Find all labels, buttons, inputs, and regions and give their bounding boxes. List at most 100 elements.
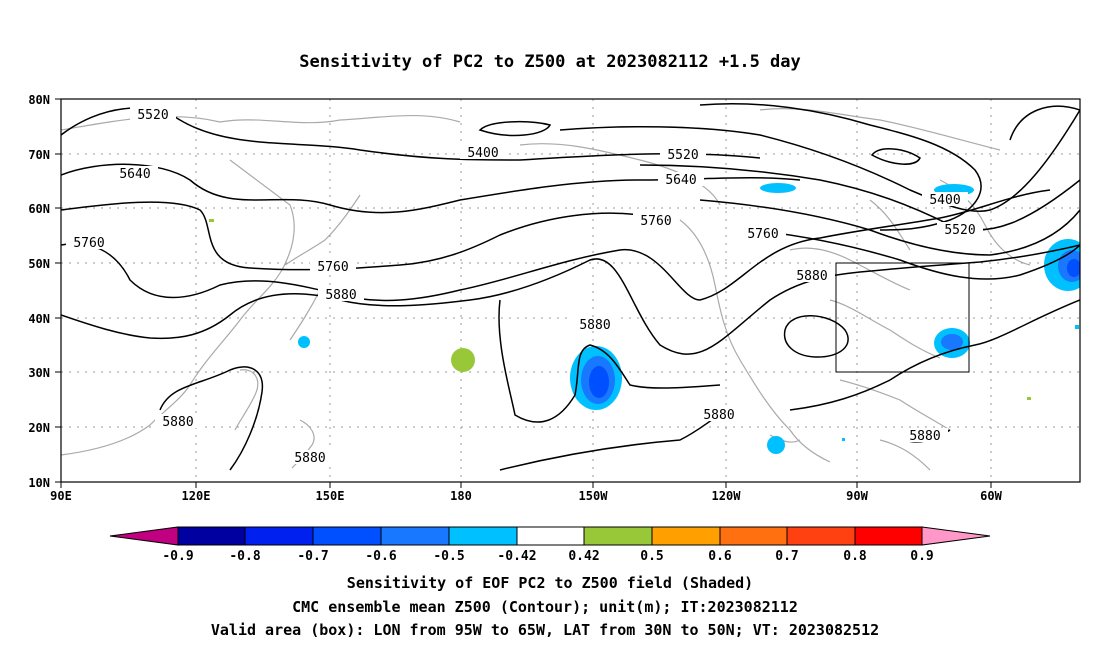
colorbar-low-triangle: [109, 526, 179, 546]
contour-north-east: [1009, 105, 1080, 141]
colorbar-label: 0.5: [640, 549, 663, 564]
colorbar-swatch: [854, 526, 923, 546]
colorbar-swatch: [516, 526, 585, 546]
contour-label-5880c: 5880: [572, 317, 618, 333]
colorbar-label: -0.6: [365, 549, 396, 564]
colorbar-label: 0.42: [568, 549, 599, 564]
contour-north-2: [559, 109, 1080, 213]
svg-text:5760: 5760: [640, 214, 671, 229]
contour-5880-east: [789, 299, 1080, 411]
contour-5880-main: [61, 244, 1080, 355]
contour-labels: 5520 5640 5760 5400 5520 5640 5760 5880 …: [66, 107, 983, 466]
colorbar-label: -0.8: [229, 549, 260, 564]
contour-5400-closed: [870, 148, 921, 165]
svg-text:5760: 5760: [73, 236, 104, 251]
contour-5880-subtropical: [159, 366, 264, 471]
lon-tick-label: 120W: [712, 489, 742, 503]
lat-tick-label: 60N: [28, 202, 50, 216]
longitude-labels: 90E 120E 150E 180 150W 120W 90W 60W: [50, 489, 1002, 503]
contour-label-5880a: 5880: [318, 287, 364, 303]
caption-line-1: Sensitivity of EOF PC2 to Z500 field (Sh…: [347, 574, 753, 592]
svg-text:5880: 5880: [162, 415, 193, 430]
lat-tick-label: 40N: [28, 312, 50, 326]
colorbar-swatch: [380, 526, 450, 546]
contour-label-5640a: 5640: [112, 166, 158, 182]
colorbar: -0.9 -0.8 -0.7 -0.6 -0.5 -0.42 0.42 0.5 …: [109, 526, 991, 564]
colorbar-swatch: [583, 526, 653, 546]
svg-text:5640: 5640: [665, 173, 696, 188]
colorbar-swatch: [177, 526, 246, 546]
svg-text:5760: 5760: [317, 260, 348, 275]
contour-label-5880b: 5880: [789, 268, 835, 284]
map-area: 5520 5640 5760 5400 5520 5640 5760 5880 …: [61, 99, 1080, 482]
shaded-sensitivity: [209, 183, 1080, 454]
colorbar-label: 0.8: [843, 549, 867, 564]
colorbar-swatch: [312, 526, 382, 546]
svg-text:5760: 5760: [747, 227, 778, 242]
svg-text:5880: 5880: [579, 318, 610, 333]
svg-text:5400: 5400: [929, 193, 960, 208]
svg-text:5880: 5880: [703, 408, 734, 423]
svg-text:5880: 5880: [909, 429, 940, 444]
contour-label-5760d: 5760: [740, 226, 786, 242]
svg-text:5880: 5880: [294, 451, 325, 466]
contour-label-5880g: 5880: [902, 428, 948, 444]
colorbar-label: -0.42: [497, 549, 536, 564]
lon-tick-label: 180: [450, 489, 472, 503]
lon-tick-label: 90W: [846, 489, 868, 503]
contour-north-5: [749, 229, 1080, 280]
lat-tick-label: 70N: [28, 148, 50, 162]
colorbar-swatch: [448, 526, 518, 546]
lat-tick-label: 10N: [28, 476, 50, 490]
colorbar-swatch: [719, 526, 788, 546]
colorbar-swatch: [244, 526, 314, 546]
contour-north-3: [639, 164, 1080, 231]
contour-label-5400b: 5400: [922, 192, 968, 208]
lat-tick-label: 30N: [28, 366, 50, 380]
lon-tick-label: 60W: [980, 489, 1002, 503]
contour-label-5760a: 5760: [66, 235, 112, 251]
contour-north-1: [699, 102, 982, 231]
valid-area-box: [835, 262, 970, 373]
lat-tick-label: 20N: [28, 421, 50, 435]
colorbar-label: -0.7: [297, 549, 328, 564]
latitude-labels: 80N 70N 60N 50N 40N 30N 20N 10N: [28, 93, 50, 490]
figure-title: Sensitivity of PC2 to Z500 at 2023082112…: [299, 52, 801, 72]
svg-text:5880: 5880: [325, 288, 356, 303]
contour-label-5520c: 5520: [937, 222, 983, 238]
svg-text:5400: 5400: [467, 146, 498, 161]
colorbar-label: -0.5: [433, 549, 464, 564]
svg-text:5640: 5640: [119, 167, 150, 182]
contour-label-5880d: 5880: [155, 414, 201, 430]
lon-tick-label: 90E: [50, 489, 72, 503]
contour-5880-pacific: [498, 299, 721, 423]
lon-tick-label: 150W: [579, 489, 609, 503]
contour-label-5640b: 5640: [658, 172, 704, 188]
caption-line-3: Valid area (box): LON from 95W to 65W, L…: [211, 621, 879, 639]
contour-label-5880e: 5880: [287, 450, 333, 466]
colorbar-label: 0.6: [708, 549, 732, 564]
contour-label-5400a: 5400: [460, 145, 506, 161]
contour-north-4: [699, 199, 1080, 256]
colorbar-label: 0.9: [910, 549, 933, 564]
colorbar-label: -0.9: [162, 549, 193, 564]
contour-label-5760c: 5760: [633, 213, 679, 229]
svg-text:5520: 5520: [137, 108, 168, 123]
caption-line-2: CMC ensemble mean Z500 (Contour); unit(m…: [292, 598, 798, 616]
contour-5880-pacific-south: [499, 414, 721, 471]
z500-contours: [61, 102, 1080, 471]
contour-5400-low: [478, 120, 552, 137]
contour-label-5880f: 5880: [696, 407, 742, 423]
svg-text:5520: 5520: [944, 223, 975, 238]
lat-tick-label: 80N: [28, 93, 50, 107]
svg-text:5520: 5520: [667, 148, 698, 163]
colorbar-swatch: [651, 526, 721, 546]
lat-tick-label: 50N: [28, 257, 50, 271]
svg-text:5880: 5880: [796, 269, 827, 284]
contour-label-5760b: 5760: [310, 259, 356, 275]
contour-label-5520b: 5520: [660, 147, 706, 163]
colorbar-label: 0.7: [775, 549, 798, 564]
colorbar-high-triangle: [921, 526, 991, 546]
lon-tick-label: 150E: [316, 489, 345, 503]
